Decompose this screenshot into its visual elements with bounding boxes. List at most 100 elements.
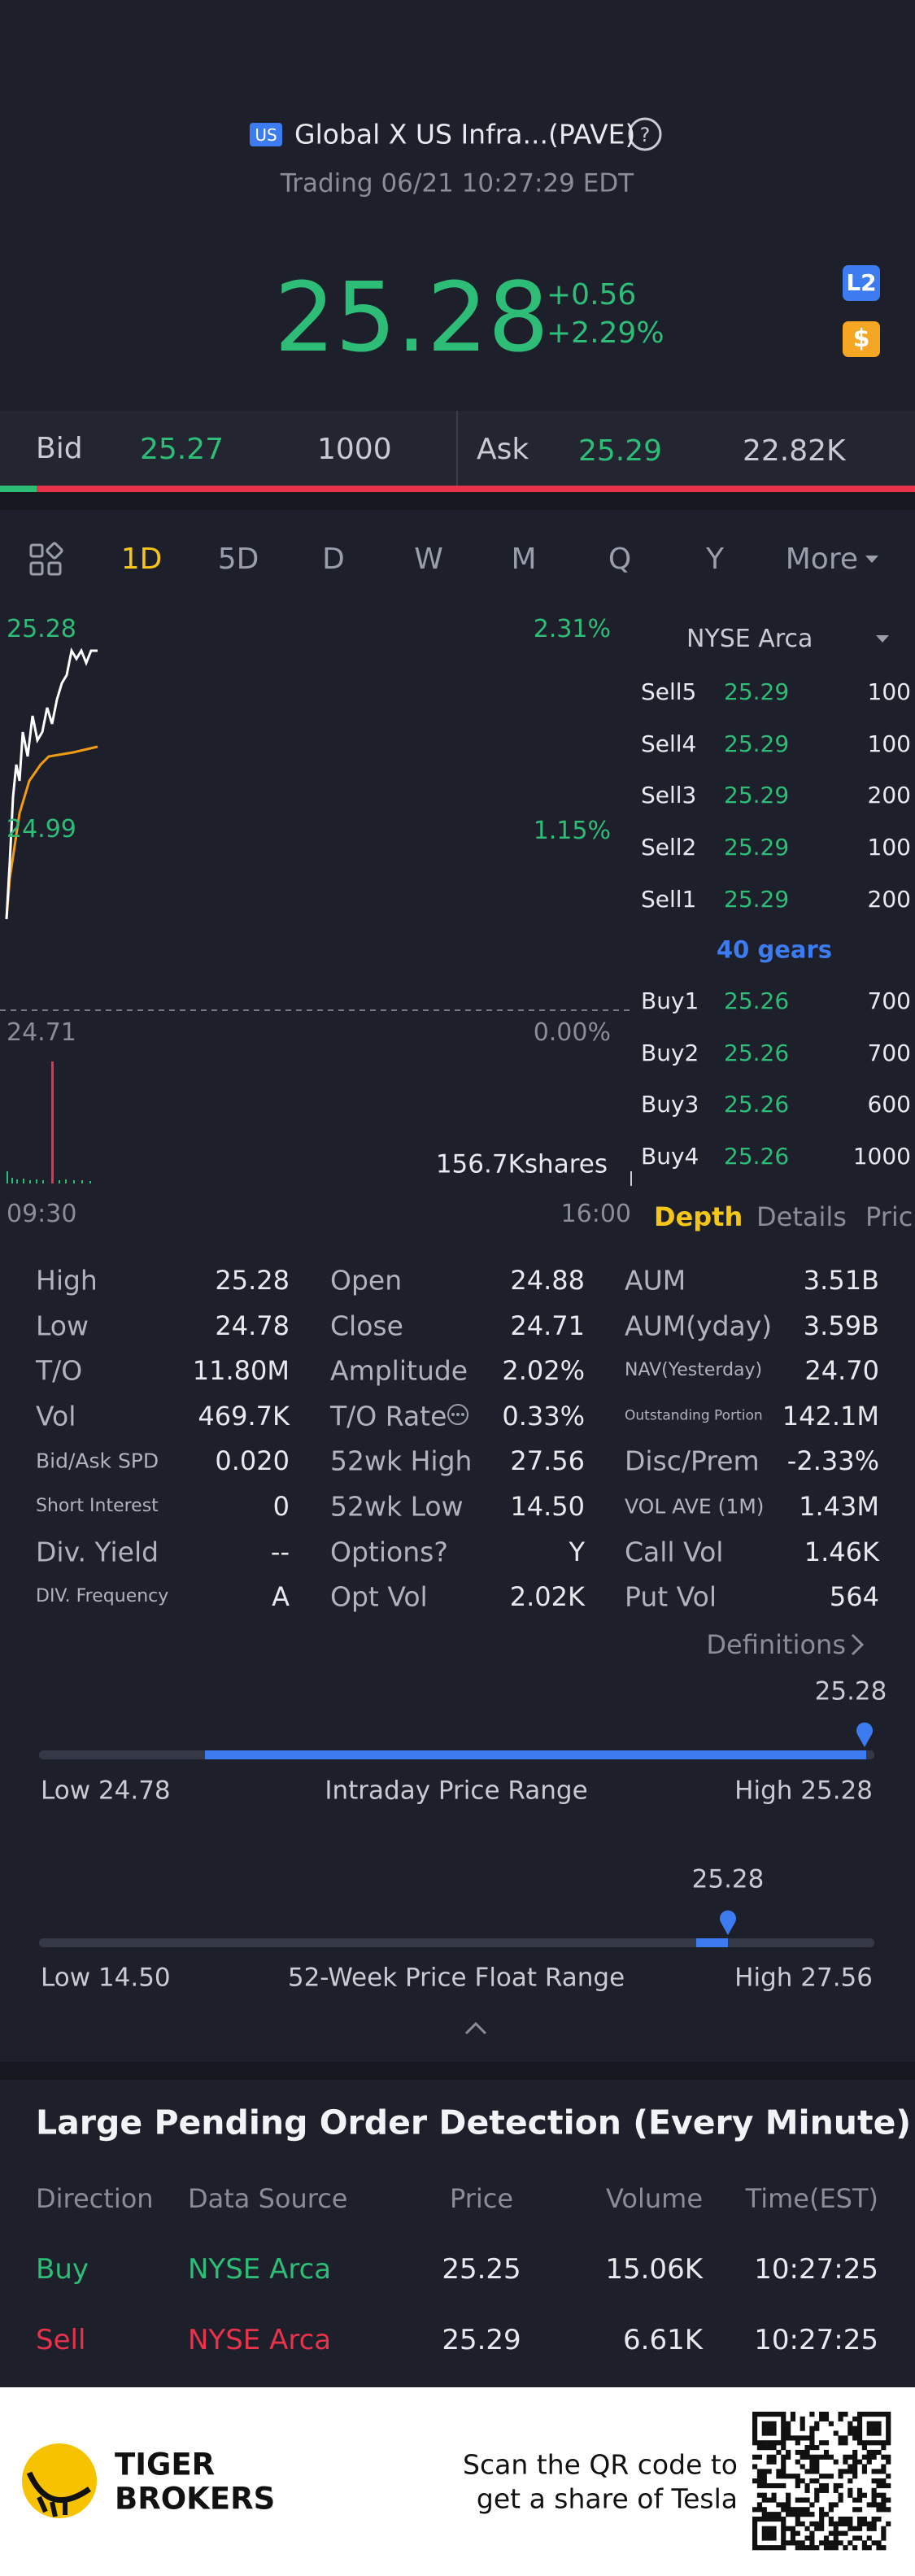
qr-module (861, 2412, 867, 2417)
book-tab[interactable]: Depth (654, 1201, 743, 1232)
period-tab[interactable]: 5D (217, 543, 259, 576)
book-size: 100 (867, 678, 911, 705)
qr-module (809, 2521, 815, 2526)
qr-module (838, 2492, 843, 2498)
period-tab[interactable]: Y (706, 543, 724, 576)
info-icon[interactable] (447, 1404, 468, 1425)
qr-module (876, 2545, 882, 2551)
order-cell: 25.29 (442, 2324, 521, 2356)
qr-module (856, 2421, 863, 2426)
qr-module (795, 2540, 800, 2546)
period-tab[interactable]: M (511, 543, 537, 576)
qr-module (876, 2540, 882, 2546)
qr-module (833, 2459, 839, 2465)
period-tab[interactable]: D (322, 543, 345, 576)
qr-module (752, 2454, 758, 2460)
qr-module (752, 2440, 758, 2446)
qr-module (856, 2492, 863, 2498)
stat-value: 24.78 (215, 1310, 290, 1341)
qr-module (809, 2440, 815, 2446)
book-tab[interactable]: Pric (865, 1201, 913, 1232)
range-fill (696, 1938, 728, 1947)
qr-module (809, 2445, 815, 2451)
collapse-caret[interactable] (464, 2021, 487, 2035)
qr-module (881, 2492, 887, 2498)
qr-module (752, 2507, 758, 2513)
l2-badge[interactable] (843, 265, 880, 301)
gears-link[interactable]: 40 gears (716, 935, 833, 964)
qr-module (766, 2445, 772, 2451)
qr-module (795, 2440, 800, 2446)
qr-module (752, 2416, 758, 2422)
qr-module (819, 2507, 825, 2513)
layout-icon[interactable] (29, 542, 63, 576)
qr-module (776, 2512, 782, 2517)
stat-value: 24.71 (510, 1310, 585, 1341)
stat-label: DIV. Frequency (36, 1586, 169, 1607)
order-cell: NYSE Arca (188, 2253, 332, 2286)
more-caret[interactable] (865, 556, 878, 563)
qr-module (866, 2526, 872, 2531)
qr-module (814, 2464, 820, 2469)
range-pin (720, 1910, 736, 1935)
qr-module (876, 2502, 882, 2508)
qr-module (761, 2440, 767, 2446)
dollar-badge[interactable] (843, 321, 880, 357)
exchange-caret[interactable] (876, 635, 889, 643)
stat-label: T/O (36, 1354, 83, 1387)
qr-module (814, 2469, 820, 2474)
exchange-select[interactable]: NYSE Arca (686, 625, 813, 653)
qr-module (776, 2469, 782, 2474)
currency-badge[interactable]: $ (852, 325, 870, 353)
qr-module (771, 2512, 777, 2517)
help-mark[interactable]: ? (639, 124, 651, 146)
qr-module (866, 2426, 872, 2431)
qr-module (838, 2497, 843, 2503)
qr-module (786, 2497, 791, 2503)
stat-value: -2.33% (786, 1445, 879, 1477)
period-tab[interactable]: W (414, 543, 443, 576)
qr-module (771, 2482, 777, 2489)
brand-name: BROKERS (115, 2481, 276, 2517)
qr-module (776, 2502, 782, 2508)
book-price: 25.29 (724, 678, 790, 705)
qr-module (776, 2412, 782, 2417)
period-tab[interactable]: Q (608, 543, 632, 576)
qr-module (843, 2440, 848, 2446)
definitions-arrow[interactable] (851, 1633, 865, 1656)
qr-module (804, 2454, 810, 2460)
qr-module (876, 2516, 882, 2522)
qr-module (823, 2412, 830, 2417)
book-size: 600 (867, 1091, 911, 1118)
qr-module (852, 2435, 858, 2441)
qr-module (843, 2469, 848, 2474)
qr-module (856, 2459, 863, 2465)
stat-value: 14.50 (510, 1491, 585, 1522)
level2-badge[interactable]: L2 (846, 269, 877, 296)
stat-value: 0.33% (502, 1400, 585, 1432)
price-line (5, 647, 98, 920)
period-tab[interactable]: More (785, 543, 858, 576)
qr-module (828, 2454, 834, 2460)
qr-module (871, 2449, 877, 2456)
qr-module (766, 2412, 772, 2417)
help-icon[interactable] (628, 117, 662, 151)
period-tab[interactable]: 1D (120, 543, 163, 576)
qr-module (833, 2430, 839, 2436)
qr-module (814, 2421, 820, 2426)
qr-module (800, 2464, 805, 2469)
qr-module (852, 2426, 858, 2431)
qr-module (795, 2507, 800, 2513)
qr-module (886, 2440, 891, 2446)
last-price: 25.28 (274, 261, 549, 373)
stat-value: A (272, 1581, 290, 1613)
definitions-link[interactable]: Definitions (706, 1629, 846, 1660)
book-side: Sell2 (641, 834, 697, 861)
qr-module (838, 2516, 843, 2522)
qr-module (823, 2487, 830, 2493)
book-side: Buy2 (641, 1039, 699, 1066)
qr-module (881, 2440, 887, 2446)
qr-module (761, 2426, 767, 2431)
book-tab[interactable]: Details (756, 1201, 847, 1232)
qr-module (876, 2449, 882, 2456)
